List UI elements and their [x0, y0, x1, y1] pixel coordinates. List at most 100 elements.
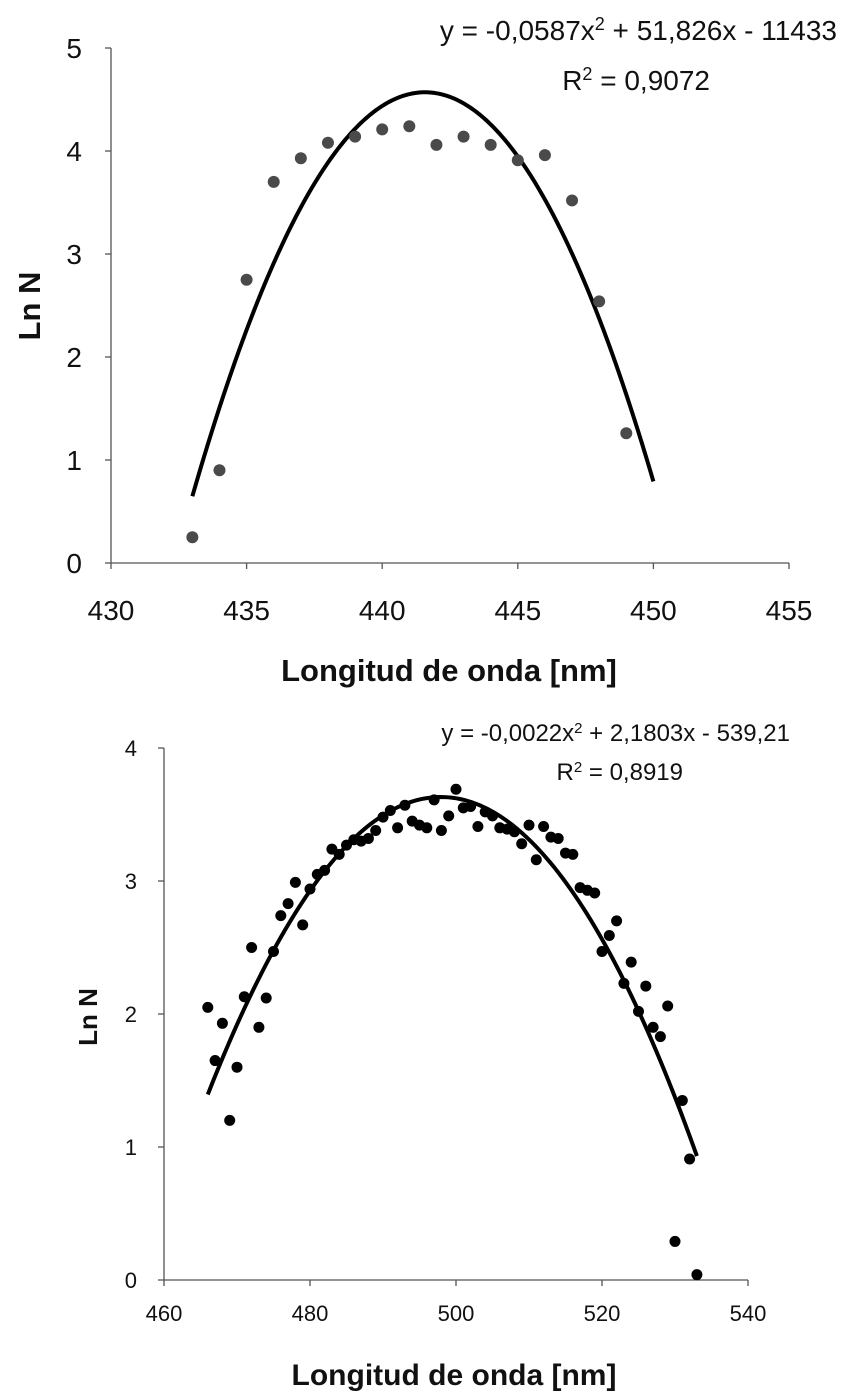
chart-bottom-data-point: [377, 811, 389, 823]
chart-bottom-data-point: [268, 945, 279, 957]
chart-top-x-axis-title: Longitud de onda [nm]: [281, 653, 617, 688]
chart-bottom-tick-labels: 460 480 500 520 540 0 1 2 3 4: [125, 736, 767, 1326]
chart-bottom-data-point: [443, 810, 455, 822]
chart-bottom-data-point: [633, 1005, 644, 1017]
chart-top-data-point: [213, 464, 226, 477]
chart-top-data-point: [430, 138, 443, 151]
chart-bottom-x-tick-label: 520: [584, 1301, 621, 1326]
chart-top-x-tick-label: 455: [766, 595, 813, 626]
chart-bottom-data-point: [640, 980, 652, 992]
chart-bottom-x-axis-title: Longitud de onda [nm]: [292, 1359, 617, 1392]
chart-top-data-point: [403, 120, 416, 133]
chart-bottom-data-point: [275, 910, 287, 922]
chart-bottom-data-point: [224, 1114, 236, 1126]
chart-bottom-data-point: [289, 876, 301, 888]
chart-bottom-data-point: [647, 1021, 659, 1033]
chart-bottom-data-point: [508, 826, 520, 838]
chart-bottom-x-tick-label: 460: [146, 1301, 183, 1326]
chart-top-data-point: [349, 130, 362, 143]
chart-bottom-data-point: [384, 805, 396, 817]
chart-top-data-point: [457, 130, 470, 143]
chart-bottom-data-point: [611, 915, 623, 927]
chart-top: 430 435 440 445 450 455 0 1 2 3 4 5 Longitud de ond…: [12, 14, 837, 688]
chart-top-y-tick-label: 1: [66, 445, 82, 476]
chart-top-x-tick-label: 430: [88, 595, 135, 626]
chart-top-x-tick-label: 450: [630, 595, 677, 626]
chart-bottom-y-tick-label: 1: [125, 1135, 137, 1160]
chart-top-trend-r2: R2 = 0,9072: [562, 64, 710, 96]
chart-bottom-data-point: [589, 887, 601, 899]
chart-bottom-data-point: [362, 832, 374, 844]
chart-bottom-data-point: [282, 898, 294, 910]
chart-bottom-data-point: [603, 930, 615, 942]
chart-bottom-data-point: [370, 824, 382, 836]
chart-top-data-point: [186, 531, 199, 544]
chart-bottom-data-point: [421, 822, 433, 834]
chart-bottom-data-point: [538, 820, 550, 832]
chart-top-data-point: [294, 152, 307, 165]
chart-bottom: 460 480 500 520 540 0 1 2 3 4 Longitud de onda [n…: [73, 720, 790, 1393]
chart-bottom-data-point: [684, 1153, 696, 1165]
chart-top-data-point: [593, 295, 606, 308]
chart-bottom-data-point: [691, 1269, 703, 1281]
chart-bottom-trendline: [205, 795, 699, 1157]
chart-bottom-axes: [158, 747, 749, 1286]
chart-bottom-data-point: [209, 1055, 221, 1067]
chart-top-data-point: [267, 175, 280, 188]
chart-bottom-data-point: [654, 1031, 666, 1043]
chart-top-y-tick-label: 4: [66, 136, 82, 167]
chart-bottom-data-point: [625, 956, 637, 968]
chart-bottom-data-point: [516, 838, 528, 850]
chart-bottom-data-point: [596, 945, 608, 957]
chart-bottom-data-point: [567, 848, 579, 860]
chart-top-data-point: [240, 273, 253, 286]
chart-bottom-data-point: [319, 864, 331, 876]
chart-bottom-x-tick-label: 480: [292, 1301, 329, 1326]
chart-top-y-tick-label: 0: [66, 548, 82, 579]
chart-bottom-data-point: [304, 883, 316, 895]
chart-top-tick-labels: 430 435 440 445 450 455 0 1 2 3 4 5: [66, 33, 812, 626]
chart-bottom-data-point: [472, 820, 484, 832]
chart-bottom-trendline-group: [205, 795, 699, 1157]
chart-top-x-tick-label: 435: [223, 595, 270, 626]
chart-bottom-data-point: [246, 942, 258, 953]
chart-bottom-data-point: [523, 819, 535, 831]
chart-bottom-data-point: [487, 810, 498, 822]
chart-top-trendline-group: [190, 90, 656, 497]
chart-bottom-data-point: [399, 799, 411, 811]
chart-bottom-points: [202, 783, 703, 1281]
chart-bottom-data-point: [253, 1021, 265, 1033]
chart-top-trendline: [190, 90, 656, 497]
chart-bottom-data-point: [530, 854, 542, 866]
chart-top-x-tick-label: 445: [494, 595, 541, 626]
chart-bottom-data-point: [216, 1017, 228, 1029]
chart-bottom-data-point: [202, 1001, 214, 1013]
chart-top-y-tick-label: 5: [66, 33, 82, 64]
chart-bottom-y-tick-label: 4: [125, 736, 137, 761]
chart-top-data-point: [376, 123, 389, 136]
chart-top-y-tick-label: 3: [66, 239, 82, 270]
chart-bottom-data-point: [333, 848, 345, 860]
chart-top-y-axis-title: Ln N: [12, 272, 47, 341]
chart-top-data-point: [566, 194, 579, 207]
chart-top-data-point: [484, 138, 497, 151]
chart-top-trend-equation: y = -0,0587x2 + 51,826x - 11433: [440, 14, 837, 46]
chart-bottom-y-tick-label: 2: [125, 1002, 137, 1027]
chart-bottom-data-point: [238, 991, 250, 1003]
chart-bottom-trend-r2: R2 = 0,8919: [557, 759, 683, 787]
chart-top-y-tick-label: 2: [66, 342, 82, 373]
chart-bottom-data-point: [435, 824, 447, 836]
chart-bottom-data-point: [669, 1235, 681, 1247]
chart-bottom-data-point: [297, 919, 309, 931]
chart-bottom-data-point: [392, 822, 404, 834]
chart-bottom-data-point: [231, 1061, 243, 1073]
chart-top-data-point: [620, 427, 633, 440]
chart-bottom-data-point: [676, 1094, 688, 1106]
chart-bottom-x-tick-label: 540: [730, 1301, 767, 1326]
chart-bottom-y-tick-label: 0: [125, 1268, 137, 1293]
chart-bottom-data-point: [662, 1000, 674, 1012]
chart-top-points: [186, 120, 633, 544]
chart-bottom-y-tick-label: 3: [125, 869, 137, 894]
chart-bottom-x-tick-label: 500: [438, 1301, 475, 1326]
